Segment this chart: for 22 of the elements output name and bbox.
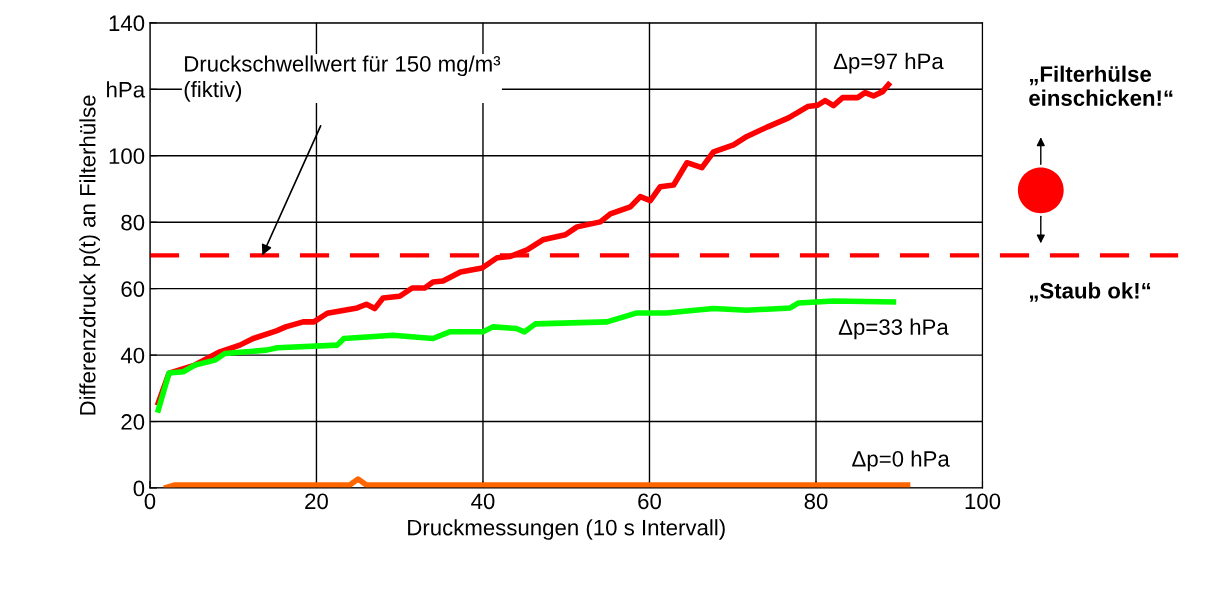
annotation: Δp=0 hPa xyxy=(852,450,950,472)
x-tick-label: 20 xyxy=(305,493,328,510)
x-tick-label: 40 xyxy=(471,493,495,510)
y-axis-title: Differenzdruck p(t) an Filterhülse xyxy=(79,95,100,415)
y-tick-label: 40 xyxy=(120,347,145,364)
text: „Staub ok!“ xyxy=(1029,282,1151,302)
x-tick-label: 100 xyxy=(965,493,1001,510)
annotation: Δp=33 hPa xyxy=(838,318,949,340)
text: „Filterhülse einschicken!“ xyxy=(1029,65,1173,106)
y-tick-label: 20 xyxy=(121,414,145,430)
ref-line-label: Druckschwellwert für 150 mg/m³ (fiktiv) xyxy=(184,55,501,102)
y-tick-label: 80 xyxy=(121,214,145,231)
y-tick-label: 60 xyxy=(121,281,145,297)
x-axis-title: Druckmessungen (10 s Intervall) xyxy=(408,519,725,540)
x-tick-label: 80 xyxy=(804,493,828,510)
y-tick-label: 100 xyxy=(109,148,145,165)
y-tick-label: hPa xyxy=(107,81,146,98)
y-tick-label: 140 xyxy=(109,15,145,32)
annotation: Δp=97 hPa xyxy=(833,52,944,74)
y-tick-label: 0 xyxy=(133,480,145,497)
x-tick-label: 0 xyxy=(144,493,156,510)
x-tick-label: 60 xyxy=(638,493,661,510)
